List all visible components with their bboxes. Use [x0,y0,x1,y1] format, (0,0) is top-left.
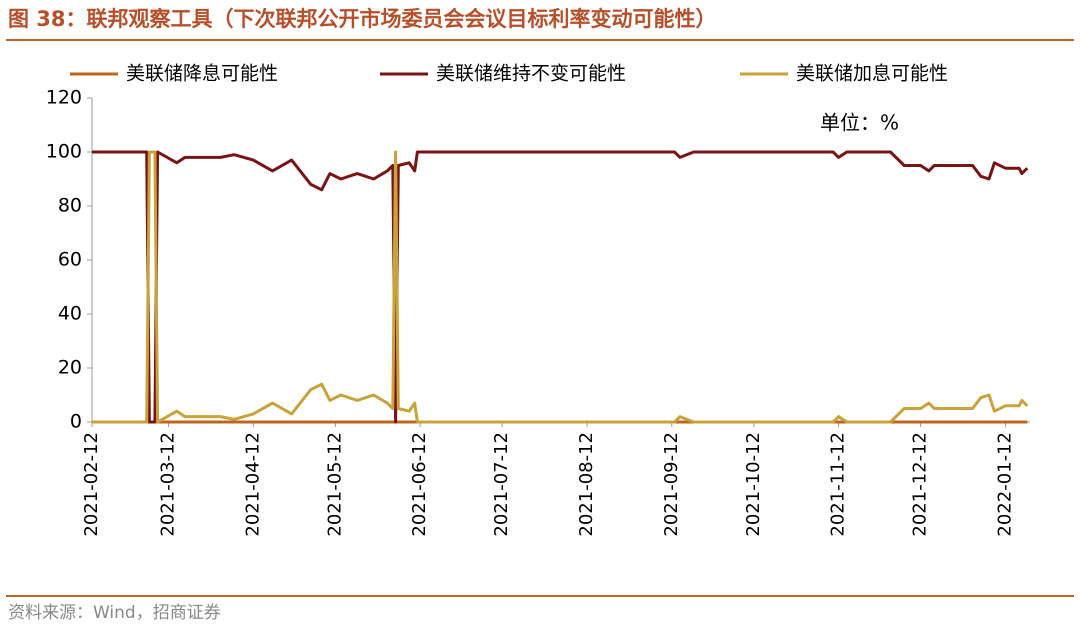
x-tick-label: 2021-07-12 [491,432,512,537]
unit-annotation: 单位：% [820,111,899,135]
x-tick-label: 2021-05-12 [324,432,345,537]
x-tick-label: 2021-09-12 [661,432,682,537]
chart-title: 图 38：联邦观察工具（下次联邦公开市场委员会会议目标利率变动可能性） [8,7,717,31]
x-tick-label: 2022-01-12 [994,432,1015,537]
legend-label: 美联储维持不变可能性 [436,63,626,85]
y-tick-label: 60 [58,249,82,271]
x-tick-label: 2021-10-12 [743,432,764,537]
x-tick-label: 2021-02-12 [81,432,102,537]
legend-label: 美联储降息可能性 [126,63,278,85]
y-tick-label: 120 [46,87,82,109]
y-tick-label: 40 [58,303,82,325]
series-line [92,150,1029,424]
y-tick-label: 80 [58,195,82,217]
x-tick-label: 2021-11-12 [828,432,849,537]
x-tick-label: 2021-03-12 [158,432,179,537]
y-tick-label: 20 [58,357,82,379]
series-line [92,150,1029,424]
y-tick-label: 100 [46,141,82,163]
y-tick-label: 0 [70,411,82,433]
x-tick-label: 2021-06-12 [409,432,430,537]
x-tick-label: 2021-04-12 [242,432,263,537]
x-tick-label: 2021-08-12 [576,432,597,537]
source: 资料来源：Wind，招商证券 [8,603,221,623]
x-tick-label: 2021-12-12 [910,432,931,537]
legend-label: 美联储加息可能性 [796,63,948,85]
